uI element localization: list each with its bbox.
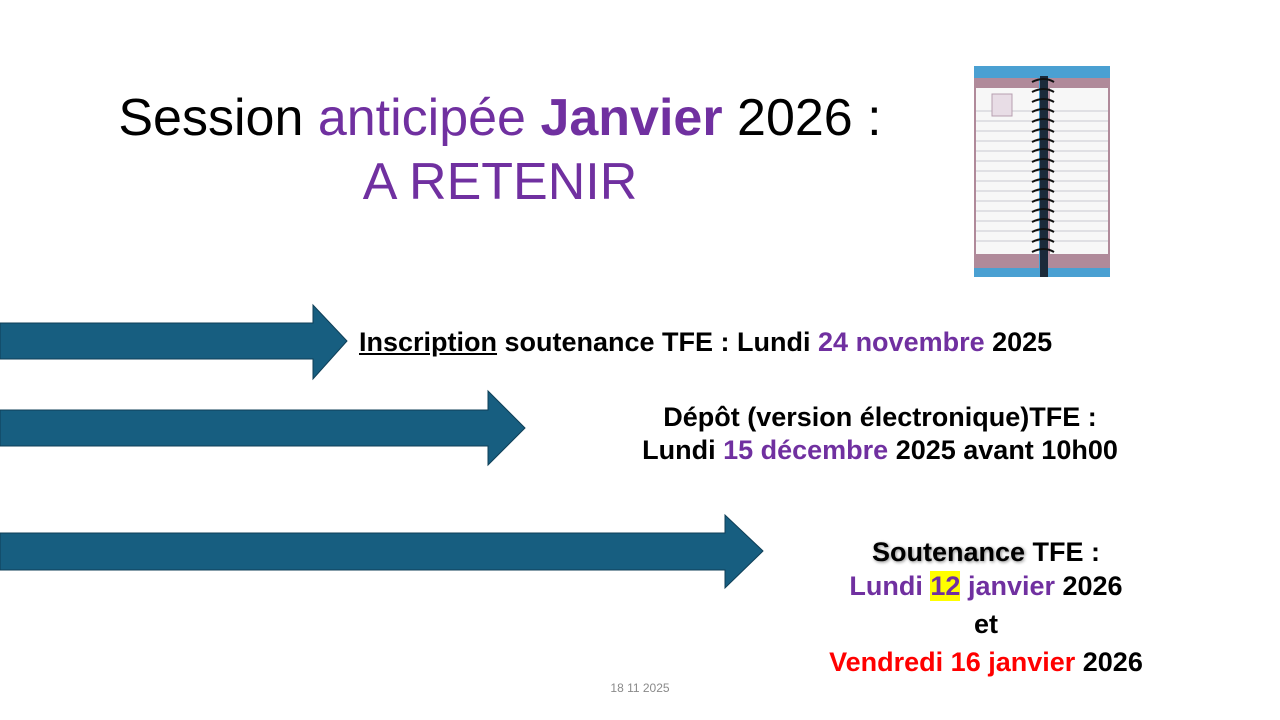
title-word: 2026 : <box>737 89 882 147</box>
text-run: 2026 <box>1055 571 1123 601</box>
title-line-1: Session anticipée Janvier 2026 : <box>0 92 1000 144</box>
soutenance-dates: Soutenance TFE : Lundi 12 janvier 2026 e… <box>786 533 1186 681</box>
title-word: Session <box>118 89 304 147</box>
title-word: Janvier <box>540 89 723 147</box>
text-line: Lundi 15 décembre 2025 avant 10h00 <box>580 434 1180 467</box>
arrow-2 <box>0 389 526 467</box>
text-run: Lundi <box>849 571 931 601</box>
spiral-planner-picture <box>974 66 1110 277</box>
text-run: janvier <box>960 571 1055 601</box>
arrow-1 <box>0 303 348 381</box>
text-line: Soutenance TFE : <box>786 533 1186 571</box>
text-run: 15 décembre <box>723 435 889 465</box>
text-run: 2026 <box>1075 647 1143 677</box>
title-line-2: A RETENIR <box>362 153 638 211</box>
text-run: soutenance TFE : Lundi <box>497 327 819 357</box>
text-line: Dépôt (version électronique)TFE : <box>663 402 1097 432</box>
inscription-deadline: Inscription soutenance TFE : Lundi 24 no… <box>359 326 1052 359</box>
text-run: 2025 <box>984 327 1053 357</box>
footer-date: 18 11 2025 <box>610 681 670 695</box>
depot-deadline: Dépôt (version électronique)TFE : Lundi … <box>580 401 1180 467</box>
arrow-3 <box>0 513 764 590</box>
highlighted-day: 12 <box>930 571 961 601</box>
text-run: Inscription <box>359 327 498 357</box>
text-run: 24 novembre <box>818 327 985 357</box>
text-run: TFE : <box>1025 537 1101 567</box>
text-run: Soutenance <box>871 537 1026 567</box>
text-line: et <box>973 609 998 639</box>
text-line: Lundi 12 janvier 2026 <box>786 567 1186 605</box>
text-run: Vendredi 16 janvier <box>829 647 1076 677</box>
text-line: Vendredi 16 janvier 2026 <box>786 643 1186 681</box>
title-word: anticipée <box>317 89 526 147</box>
text-run: Lundi <box>642 435 724 465</box>
text-run: 2025 avant 10h00 <box>888 435 1118 465</box>
